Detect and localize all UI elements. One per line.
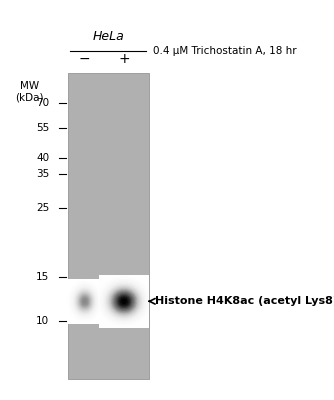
Text: 0.4 μM Trichostatin A, 18 hr: 0.4 μM Trichostatin A, 18 hr (153, 46, 297, 56)
Text: +: + (118, 52, 130, 66)
Text: 35: 35 (36, 169, 49, 179)
Text: Histone H4K8ac (acetyl Lys8): Histone H4K8ac (acetyl Lys8) (155, 296, 334, 306)
Text: 25: 25 (36, 203, 49, 213)
Text: −: − (79, 52, 91, 66)
Text: MW
(kDa): MW (kDa) (15, 81, 44, 102)
Text: 55: 55 (36, 124, 49, 134)
Text: 10: 10 (36, 316, 49, 326)
Text: 40: 40 (36, 153, 49, 163)
Bar (67, 73, 149, 379)
Text: 15: 15 (36, 272, 49, 282)
Text: 70: 70 (36, 98, 49, 108)
Text: HeLa: HeLa (92, 30, 124, 43)
